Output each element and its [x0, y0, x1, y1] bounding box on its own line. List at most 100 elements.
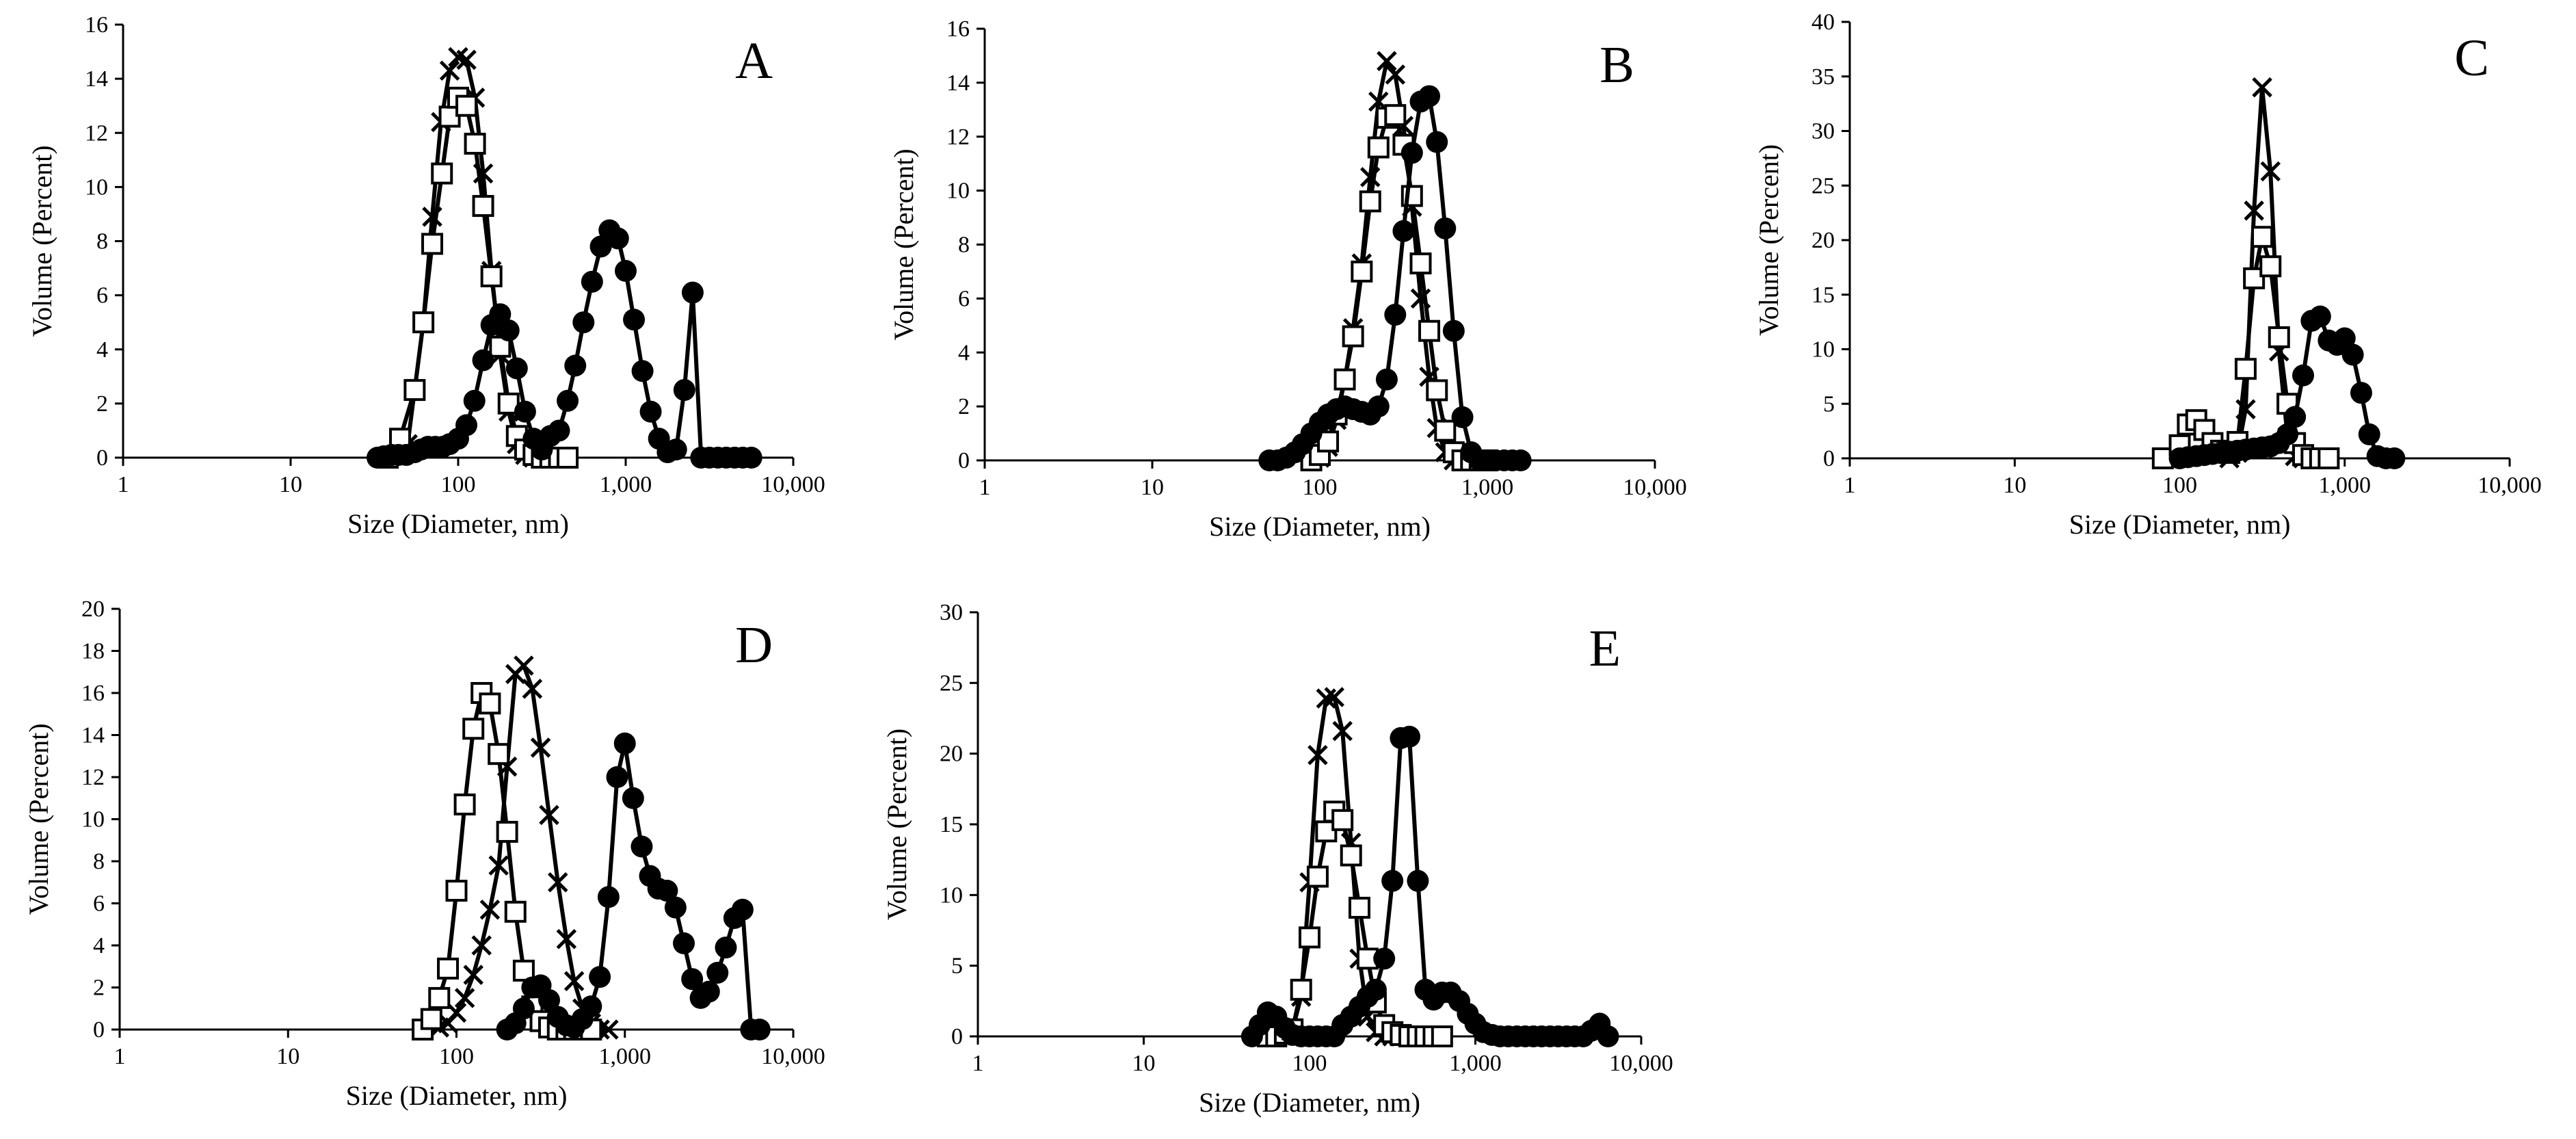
data-point-cross — [522, 679, 543, 699]
data-point-square — [2259, 255, 2282, 278]
y-tick-label: 8 — [96, 229, 108, 254]
data-point-circle — [673, 379, 695, 402]
data-point-cross — [547, 872, 568, 893]
panel-letter: C — [2454, 29, 2489, 87]
y-tick-label: 30 — [1811, 119, 1835, 144]
y-tick-label: 2 — [93, 976, 105, 1001]
data-point-square — [488, 743, 510, 765]
data-point-circle — [630, 835, 653, 858]
y-tick-label: 40 — [1811, 10, 1835, 35]
data-point-square — [464, 133, 486, 155]
x-axis-title: Size (Diameter, nm) — [346, 1080, 568, 1111]
y-tick-label: 4 — [96, 337, 108, 363]
data-point-circle — [715, 937, 737, 959]
y-axis-title: Volume (Percent) — [881, 729, 912, 920]
data-point-cross — [1385, 64, 1406, 85]
panel-letter: A — [735, 32, 773, 90]
data-point-cross — [1324, 687, 1344, 707]
x-tick-label: 1 — [118, 472, 129, 497]
data-point-square — [437, 957, 460, 980]
x-axis-title: Size (Diameter, nm) — [1199, 1087, 1420, 1118]
x-tick-label: 10 — [279, 472, 302, 497]
y-tick-label: 12 — [946, 125, 970, 150]
y-tick-label: 14 — [85, 66, 108, 92]
data-point-circle — [2292, 364, 2315, 387]
y-axis-title: Volume (Percent) — [27, 145, 57, 337]
x-tick-label: 100 — [439, 1044, 474, 1069]
y-axis-title: Volume (Percent) — [23, 723, 54, 915]
data-point-square — [1340, 844, 1362, 867]
data-point-circle — [2333, 327, 2356, 350]
y-tick-label: 8 — [958, 233, 970, 258]
x-tick-label: 10 — [1132, 1051, 1156, 1076]
y-tick-label: 14 — [81, 723, 105, 748]
data-point-square — [1418, 319, 1441, 342]
data-point-circle — [537, 989, 560, 1011]
data-point-circle — [1373, 947, 1396, 970]
y-tick-label: 8 — [93, 849, 105, 874]
x-axis-title: Size (Diameter, nm) — [2069, 509, 2291, 540]
data-point-circle — [1398, 725, 1420, 748]
x-tick-label: 1 — [1844, 473, 1856, 498]
data-point-cross — [2244, 200, 2264, 221]
data-point-cross — [454, 988, 475, 1008]
data-point-square — [1434, 419, 1457, 442]
data-point-square — [480, 265, 503, 287]
data-point-circle — [681, 968, 704, 991]
data-point-square — [403, 379, 426, 402]
data-point-square — [1384, 104, 1407, 127]
data-point-circle — [731, 898, 754, 921]
data-point-cross — [439, 60, 460, 81]
y-tick-label: 16 — [81, 681, 105, 706]
panel-letter: E — [1589, 620, 1621, 677]
x-tick-label: 100 — [2162, 473, 2197, 498]
data-point-circle — [597, 886, 620, 908]
x-tick-label: 10,000 — [761, 472, 825, 497]
data-point-square — [1342, 325, 1364, 348]
data-point-circle — [514, 400, 536, 423]
data-point-circle — [557, 389, 579, 412]
data-point-square — [455, 94, 478, 117]
data-point-square — [1290, 978, 1312, 1001]
data-point-circle — [497, 319, 520, 342]
data-point-square — [1359, 190, 1381, 213]
y-tick-label: 6 — [958, 286, 970, 311]
data-point-cross — [463, 965, 483, 985]
data-point-square — [1351, 260, 1373, 283]
data-point-square — [557, 447, 579, 469]
y-tick-label: 15 — [1811, 283, 1835, 308]
y-tick-label: 14 — [946, 70, 970, 96]
data-point-circle — [1426, 131, 1448, 153]
y-tick-label: 0 — [1823, 446, 1835, 471]
y-tick-label: 20 — [81, 597, 105, 622]
data-point-circle — [1509, 449, 1532, 471]
data-point-circle — [615, 260, 637, 283]
data-point-cross — [556, 929, 577, 950]
y-tick-label: 20 — [1811, 228, 1835, 253]
y-tick-label: 5 — [951, 954, 963, 979]
data-point-square — [431, 162, 453, 185]
x-tick-label: 100 — [441, 472, 476, 497]
y-tick-label: 15 — [940, 812, 963, 837]
y-tick-label: 30 — [940, 600, 963, 625]
data-point-circle — [748, 1019, 771, 1040]
data-point-square — [496, 820, 518, 843]
x-tick-label: 1 — [114, 1044, 126, 1069]
data-point-square — [1331, 809, 1354, 831]
data-point-circle — [606, 766, 628, 788]
x-tick-label: 10 — [1141, 475, 1164, 500]
y-tick-label: 18 — [81, 639, 105, 664]
data-point-square — [428, 986, 451, 1009]
data-point-circle — [1384, 304, 1407, 326]
data-point-circle — [672, 932, 695, 954]
panel-a: 0 2 4 6 8 10 12 14 16 1 10 100 1,000 10,000 Size (Diam… — [27, 12, 825, 539]
data-point-circle — [1392, 220, 1415, 242]
y-tick-label: 0 — [958, 448, 970, 473]
x-tick-label: 10,000 — [1609, 1051, 1673, 1076]
y-tick-label: 0 — [96, 445, 108, 471]
y-axis-title: Volume (Percent) — [888, 148, 919, 340]
data-point-cross — [1307, 744, 1328, 765]
data-point-cross — [539, 804, 559, 826]
data-point-square — [2268, 326, 2290, 348]
x-tick-label: 10,000 — [2478, 473, 2542, 498]
